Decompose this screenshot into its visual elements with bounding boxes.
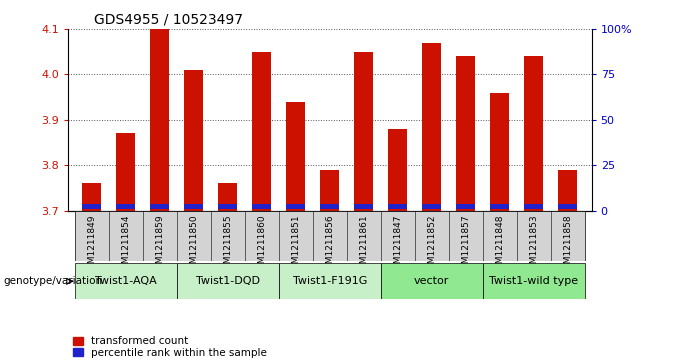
Bar xyxy=(184,204,203,209)
Bar xyxy=(286,204,305,209)
Text: GSM1211857: GSM1211857 xyxy=(461,214,471,275)
Bar xyxy=(82,183,101,211)
Text: GSM1211850: GSM1211850 xyxy=(189,214,199,275)
Bar xyxy=(320,170,339,211)
Text: GSM1211860: GSM1211860 xyxy=(257,214,267,275)
Bar xyxy=(354,52,373,211)
Bar xyxy=(490,93,509,211)
Text: Twist1-AQA: Twist1-AQA xyxy=(95,276,156,286)
Bar xyxy=(252,52,271,211)
Bar xyxy=(483,263,585,299)
Text: Twist1-wild type: Twist1-wild type xyxy=(489,276,579,286)
Bar xyxy=(388,129,407,211)
Bar xyxy=(524,204,543,209)
Bar xyxy=(558,170,577,211)
Text: GSM1211856: GSM1211856 xyxy=(325,214,335,275)
Bar xyxy=(422,42,441,211)
Bar xyxy=(184,70,203,211)
Bar xyxy=(456,56,475,211)
Text: GSM1211852: GSM1211852 xyxy=(427,214,437,274)
Bar xyxy=(286,102,305,211)
Bar xyxy=(279,263,381,299)
Text: GSM1211847: GSM1211847 xyxy=(393,214,403,274)
Text: vector: vector xyxy=(414,276,449,286)
Text: GDS4955 / 10523497: GDS4955 / 10523497 xyxy=(94,12,243,26)
Text: Twist1-F191G: Twist1-F191G xyxy=(292,276,367,286)
Text: GSM1211849: GSM1211849 xyxy=(87,214,97,274)
Text: GSM1211853: GSM1211853 xyxy=(529,214,539,275)
Legend: transformed count, percentile rank within the sample: transformed count, percentile rank withi… xyxy=(73,336,267,358)
Bar xyxy=(252,204,271,209)
Text: GSM1211855: GSM1211855 xyxy=(223,214,233,275)
Bar xyxy=(388,204,407,209)
Text: GSM1211854: GSM1211854 xyxy=(121,214,131,274)
Bar xyxy=(218,183,237,211)
Bar xyxy=(116,133,135,211)
Bar xyxy=(524,56,543,211)
Bar xyxy=(490,204,509,209)
Text: GSM1211848: GSM1211848 xyxy=(495,214,505,274)
Bar xyxy=(381,263,483,299)
Text: GSM1211859: GSM1211859 xyxy=(155,214,165,275)
Bar xyxy=(218,204,237,209)
Bar xyxy=(116,204,135,209)
Text: genotype/variation: genotype/variation xyxy=(3,276,103,286)
Bar xyxy=(354,204,373,209)
Bar xyxy=(150,204,169,209)
Bar xyxy=(422,204,441,209)
Bar xyxy=(320,204,339,209)
Bar xyxy=(75,263,177,299)
Text: GSM1211861: GSM1211861 xyxy=(359,214,369,275)
Text: GSM1211851: GSM1211851 xyxy=(291,214,301,275)
Text: Twist1-DQD: Twist1-DQD xyxy=(196,276,260,286)
Bar xyxy=(558,204,577,209)
Bar xyxy=(177,263,279,299)
Text: GSM1211858: GSM1211858 xyxy=(563,214,573,275)
Bar xyxy=(82,204,101,209)
Bar xyxy=(150,29,169,211)
Bar xyxy=(456,204,475,209)
